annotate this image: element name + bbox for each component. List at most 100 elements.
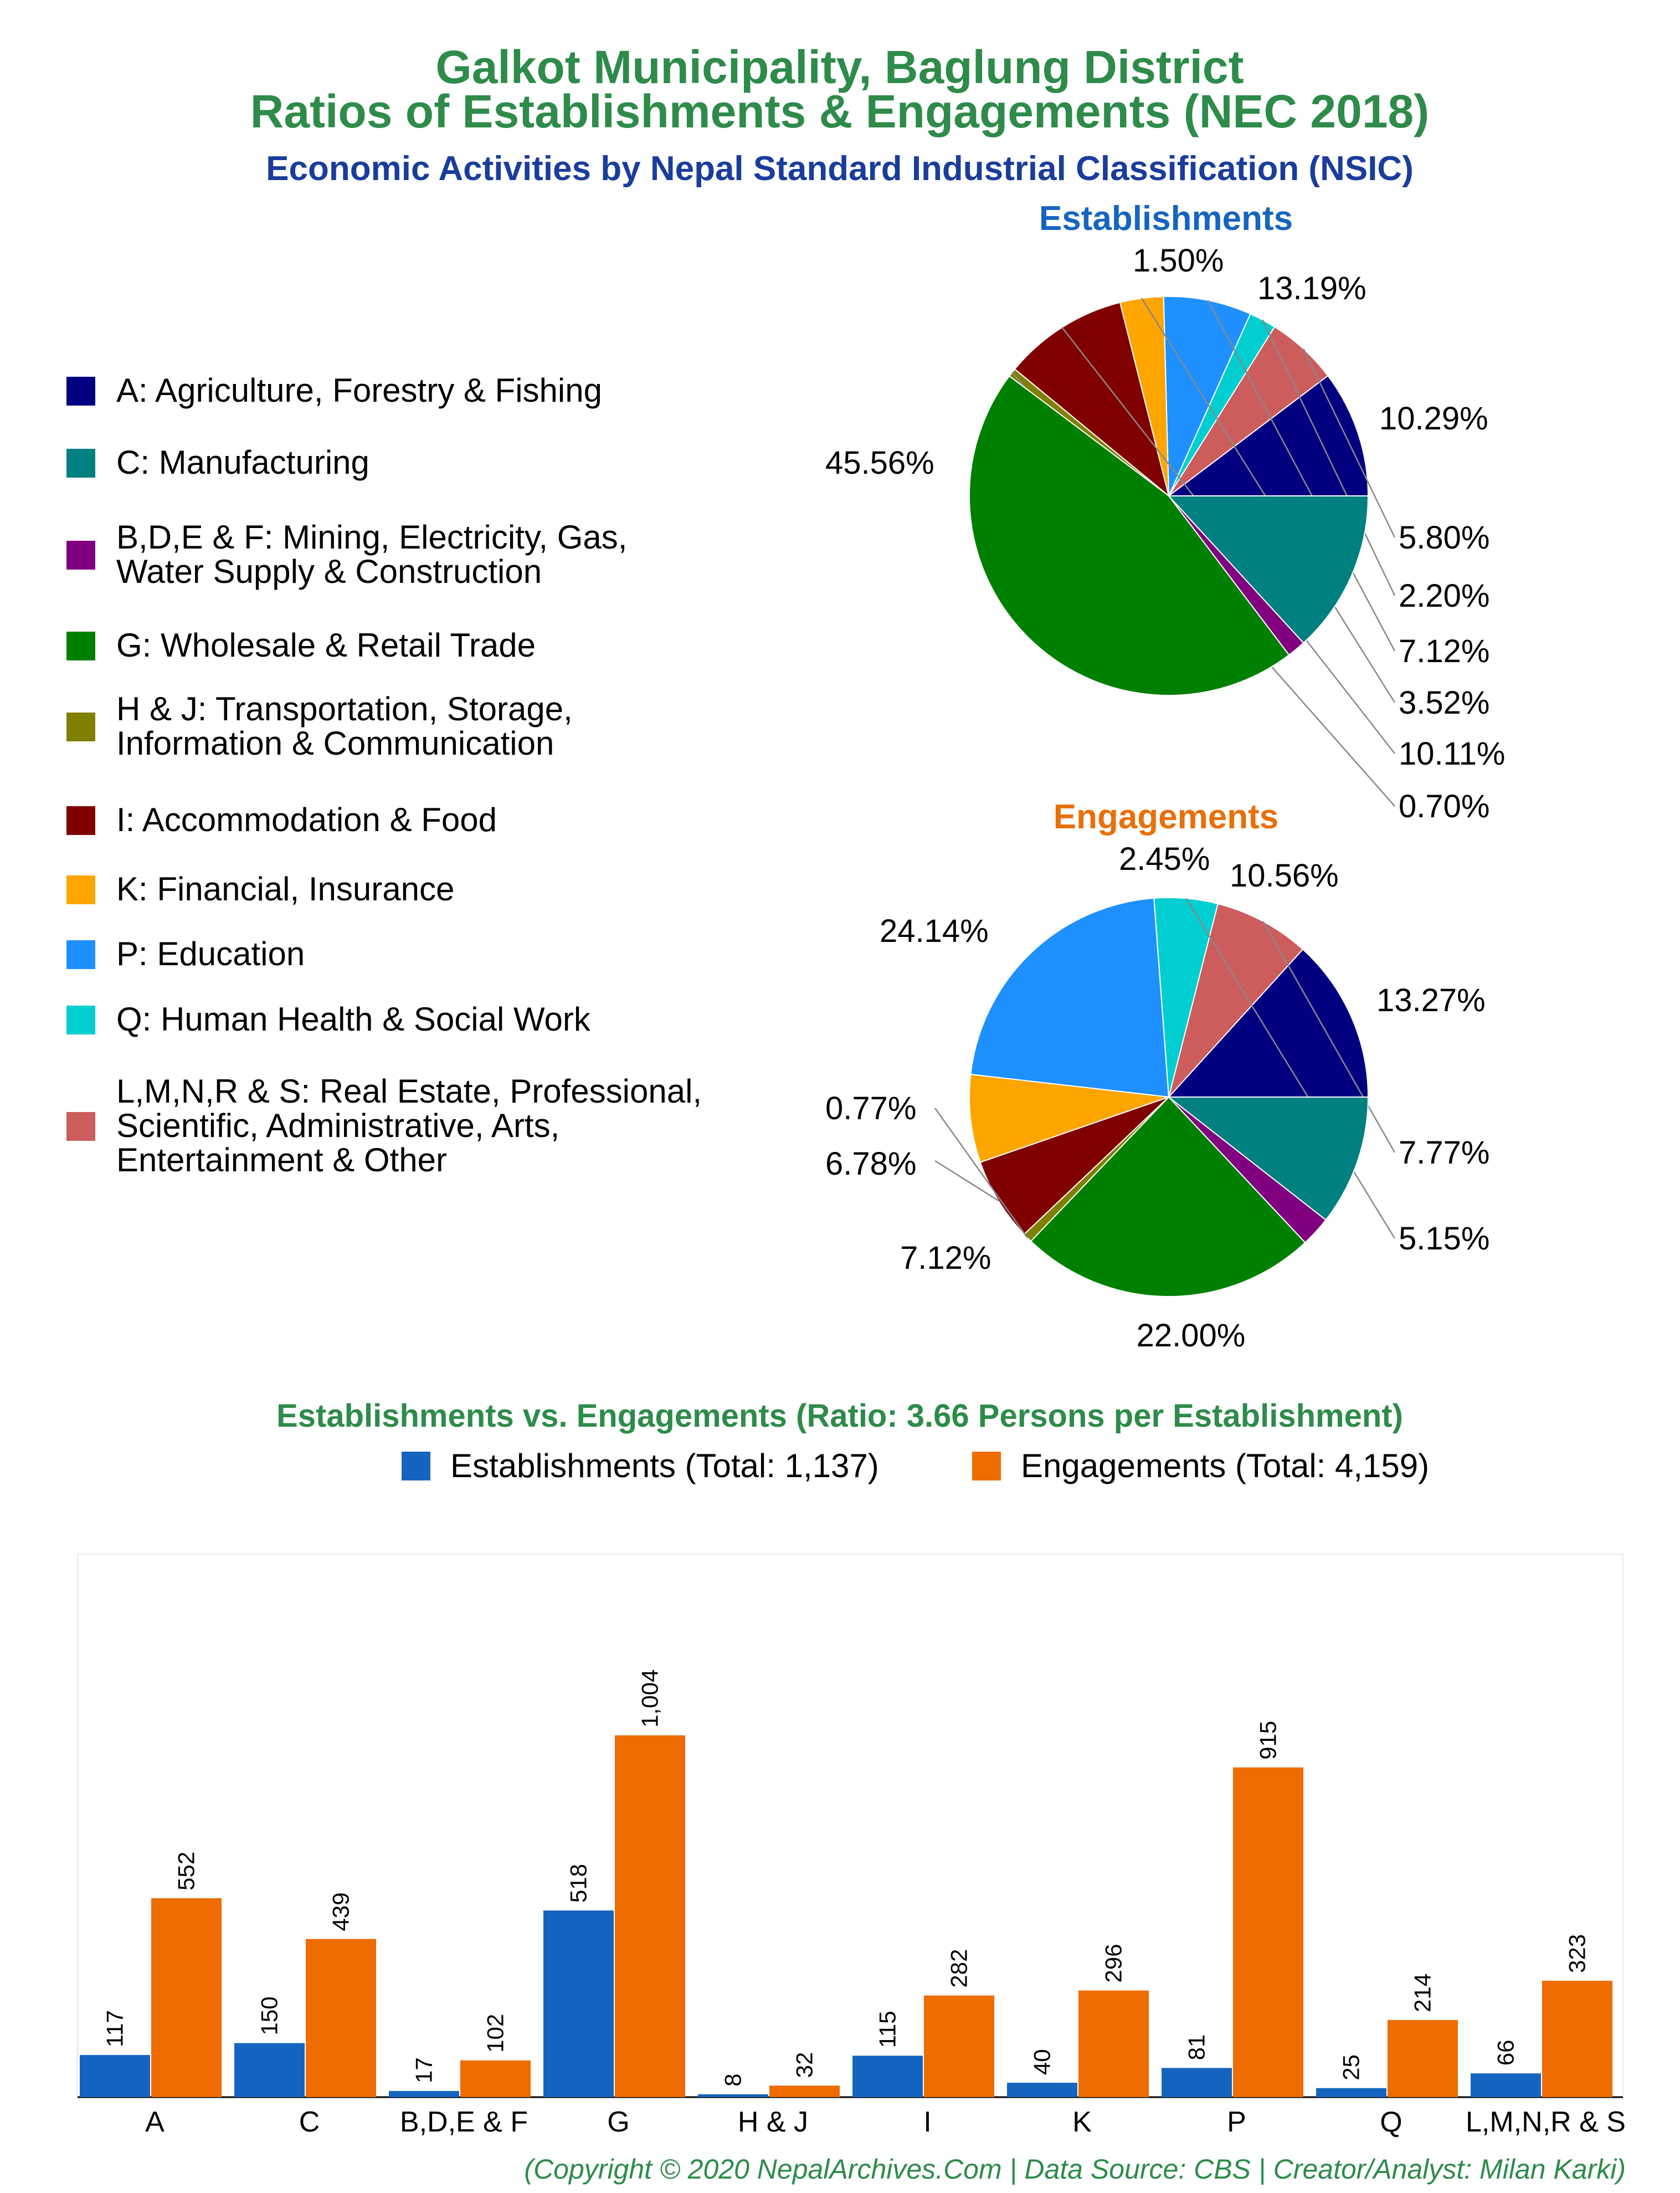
legend-label-b-d-e-f-line2: Water Supply & Construction xyxy=(116,553,542,590)
x-tick-label-i: I xyxy=(923,2106,931,2138)
bar-chart: 117 552 A 150 439 C 17 102 B,D,E & F 518 1,004 G 8 32… xyxy=(78,1669,1626,2138)
bar-value-label-establishments-i: 115 xyxy=(875,2011,901,2048)
bar-value-label-establishments-a: 117 xyxy=(102,2010,128,2047)
bar-value-label-establishments-p: 81 xyxy=(1184,2035,1210,2061)
bar-legend: Establishments (Total: 1,137) Engagements… xyxy=(402,1447,1429,1484)
bar-value-label-engagements-b-d-e-f: 102 xyxy=(482,2014,508,2053)
x-tick-label-c: C xyxy=(299,2106,320,2138)
bar-value-label-establishments-l-m-n-r-s: 66 xyxy=(1493,2040,1519,2066)
establishments-pie-title: Establishments xyxy=(1039,199,1293,238)
bar-engagements-g xyxy=(615,1735,685,2097)
bar-engagements-l-m-n-r-s xyxy=(1542,1980,1612,2097)
legend-label-h-j: H & J: Transportation, Storage, xyxy=(116,690,573,727)
bar-establishments-h-j xyxy=(698,2094,768,2097)
x-tick-label-h-j: H & J xyxy=(738,2106,808,2138)
pie1-label-l-m-n-r-s: 5.80% xyxy=(1399,520,1489,556)
pie1-label-a: 10.29% xyxy=(1379,401,1488,437)
bar-engagements-k xyxy=(1078,1990,1149,2097)
pie1-leader-l-m-n-r-s xyxy=(1303,349,1396,538)
x-tick-label-p: P xyxy=(1227,2106,1246,2138)
pie2-label-a: 13.27% xyxy=(1376,982,1486,1018)
pie2-slice-p xyxy=(970,897,1170,1098)
pie2-slice-a xyxy=(1167,948,1369,1098)
legend-swatch-i xyxy=(66,806,95,835)
bar-establishments-c xyxy=(234,2043,305,2097)
pie2-label-c: 10.56% xyxy=(1230,858,1339,894)
bar-establishments-i xyxy=(852,2056,923,2097)
chart-title-line2: Ratios of Establishments & Engagements (… xyxy=(250,85,1430,137)
legend-swatch-a xyxy=(66,377,95,406)
footer-credit: (Copyright © 2020 NepalArchives.Com | Da… xyxy=(524,2154,1626,2185)
legend-label-l-m-n-r-s-line3: Entertainment & Other xyxy=(116,1141,447,1179)
legend-swatch-p xyxy=(66,940,95,969)
bar-value-label-establishments-q: 25 xyxy=(1338,2054,1364,2081)
pie2-label-k: 7.12% xyxy=(900,1240,991,1276)
bar-chart-title: Establishments vs. Engagements (Ratio: 3… xyxy=(276,1398,1403,1434)
bar-engagements-p xyxy=(1233,1767,1303,2097)
pie2-label-i: 6.78% xyxy=(825,1146,916,1182)
engagements-pie: 13.27% 7.77% 5.15% 22.00% 7.12% 6.78% 0.77% 24.… xyxy=(825,841,1489,1354)
bar-establishments-p xyxy=(1162,2068,1232,2097)
legend-label-l-m-n-r-s-line2: Scientific, Administrative, Arts, xyxy=(116,1107,559,1144)
bar-engagements-i xyxy=(924,1995,994,2097)
x-tick-label-b-d-e-f: B,D,E & F xyxy=(400,2106,528,2138)
x-tick-label-g: G xyxy=(607,2106,629,2138)
bar-establishments-l-m-n-r-s xyxy=(1471,2073,1541,2097)
bar-value-label-engagements-h-j: 32 xyxy=(792,2052,818,2078)
bar-value-label-engagements-i: 282 xyxy=(946,1949,972,1988)
x-tick-label-q: Q xyxy=(1380,2106,1402,2138)
bar-engagements-h-j xyxy=(769,2086,840,2097)
pie1-label-h-j: 0.70% xyxy=(1399,788,1489,824)
category-legend: A: Agriculture, Forestry & Fishing C: Man… xyxy=(66,372,702,1179)
pie2-leader-q xyxy=(1185,898,1396,1239)
pie1-label-i: 10.11% xyxy=(1399,736,1505,772)
bar-value-label-engagements-a: 552 xyxy=(173,1852,199,1890)
bar-value-label-engagements-g: 1,004 xyxy=(637,1669,663,1728)
bar-engagements-b-d-e-f xyxy=(460,2060,531,2097)
legend-label-b-d-e-f: B,D,E & F: Mining, Electricity, Gas, xyxy=(116,519,627,556)
pie1-label-c: 13.19% xyxy=(1257,270,1366,306)
bar-value-label-establishments-h-j: 8 xyxy=(720,2073,746,2086)
legend-label-p: P: Education xyxy=(116,935,305,972)
legend-label-q: Q: Human Health & Social Work xyxy=(116,1001,591,1038)
legend-swatch-q xyxy=(66,1006,95,1034)
pie1-slice-c xyxy=(1167,495,1369,644)
bar-establishments-b-d-e-f xyxy=(389,2090,459,2097)
bar-value-label-engagements-l-m-n-r-s: 323 xyxy=(1564,1934,1590,1973)
bar-establishments-k xyxy=(1007,2083,1077,2097)
chart-title-line1: Galkot Municipality, Baglung District xyxy=(435,41,1244,93)
bar-value-label-engagements-c: 439 xyxy=(328,1892,354,1931)
bar-legend-label-establishments: Establishments (Total: 1,137) xyxy=(450,1447,879,1484)
bar-establishments-g xyxy=(543,1910,614,2097)
legend-swatch-k xyxy=(66,875,95,904)
bar-value-label-engagements-k: 296 xyxy=(1101,1944,1127,1982)
bar-value-label-engagements-q: 214 xyxy=(1410,1974,1436,2012)
pie1-leader-q xyxy=(1262,319,1396,596)
pie2-leader-h-j xyxy=(934,1108,1028,1238)
legend-label-l-m-n-r-s: L,M,N,R & S: Real Estate, Professional, xyxy=(116,1073,702,1110)
pie1-label-p: 7.12% xyxy=(1399,633,1489,669)
bar-establishments-a xyxy=(80,2054,150,2097)
pie1-leader-p xyxy=(1207,300,1396,652)
pie2-label-h-j: 0.77% xyxy=(825,1090,916,1126)
legend-label-g: G: Wholesale & Retail Trade xyxy=(116,627,536,664)
x-tick-label-k: K xyxy=(1072,2106,1092,2138)
pie2-label-g: 24.14% xyxy=(880,913,989,949)
bar-engagements-q xyxy=(1388,2020,1458,2097)
legend-swatch-g xyxy=(66,632,95,660)
legend-swatch-h-j xyxy=(66,713,95,741)
x-tick-label-a: A xyxy=(145,2106,165,2138)
pie2-label-l-m-n-r-s: 7.77% xyxy=(1399,1135,1489,1171)
pie2-slice-k xyxy=(968,1073,1169,1164)
legend-label-a: A: Agriculture, Forestry & Fishing xyxy=(116,372,602,409)
pie2-label-p: 22.00% xyxy=(1137,1318,1246,1354)
pie2-slice-g xyxy=(1030,1096,1306,1297)
legend-label-k: K: Financial, Insurance xyxy=(116,870,454,908)
pie2-label-q: 5.15% xyxy=(1399,1221,1489,1257)
bar-legend-swatch-engagements xyxy=(972,1452,1001,1480)
bar-value-label-engagements-p: 915 xyxy=(1255,1721,1281,1760)
legend-swatch-b-d-e-f xyxy=(66,541,95,570)
pie1-label-k: 3.52% xyxy=(1399,685,1489,721)
pie2-slice-i xyxy=(979,1096,1169,1236)
pie2-leader-l-m-n-r-s xyxy=(1262,921,1396,1153)
